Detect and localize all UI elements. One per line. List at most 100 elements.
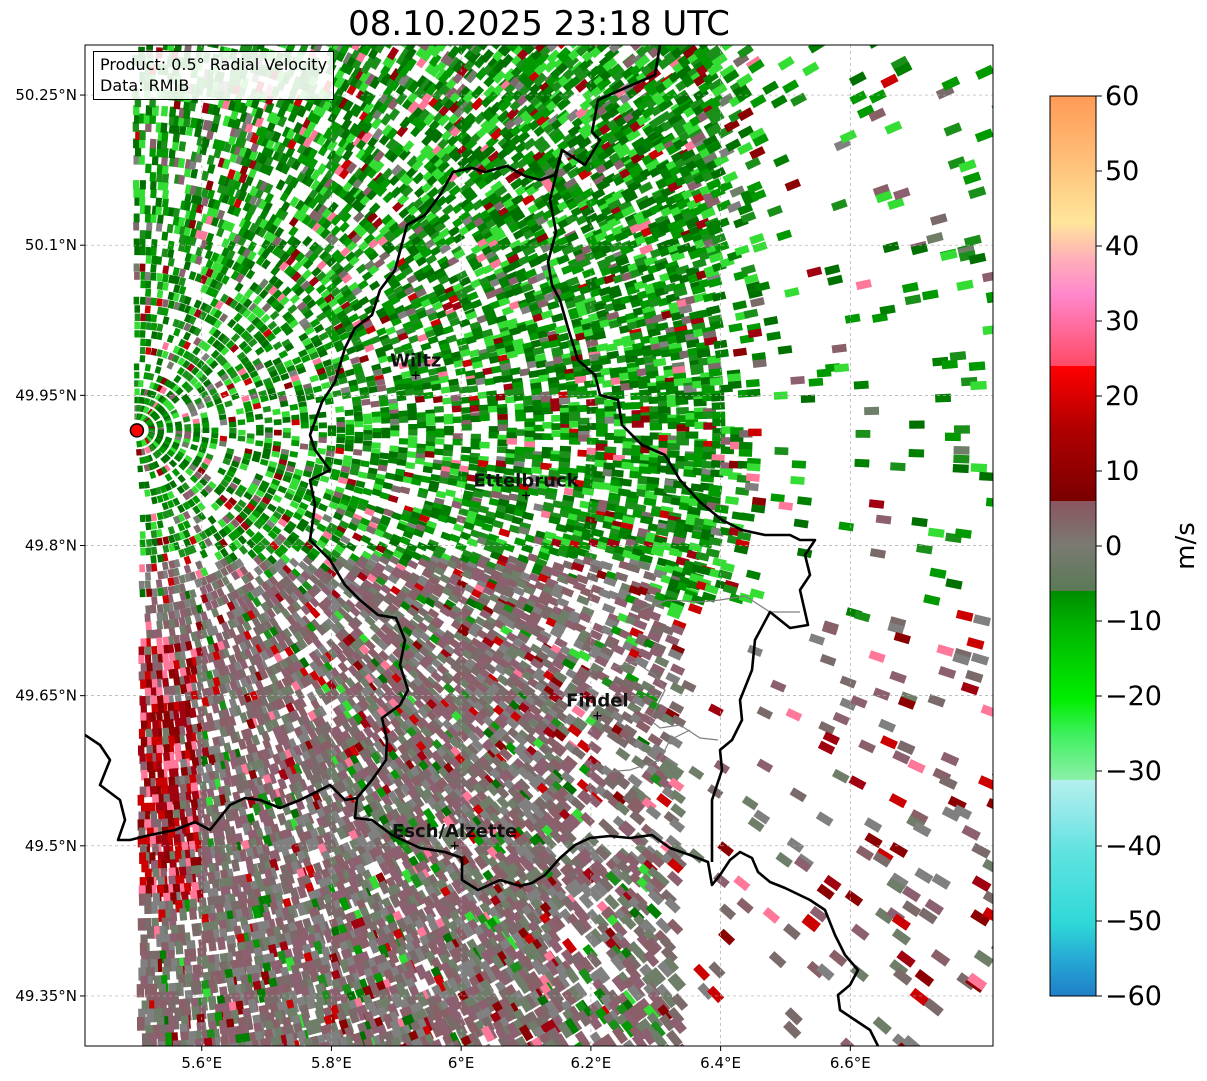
echo-gate [145, 538, 153, 547]
echo-gate [332, 511, 344, 521]
echo-gate [183, 322, 192, 332]
echo-gate [183, 538, 192, 548]
echo-gate [207, 643, 216, 655]
echo-gate [298, 501, 309, 511]
echo-gate [288, 482, 299, 491]
echo-gate [203, 395, 212, 404]
echo-gate [183, 167, 192, 178]
echo-gate [245, 502, 256, 512]
echo-gate [133, 296, 140, 305]
echo-gate [290, 282, 302, 294]
echo-gate [284, 509, 294, 519]
echo-gate [145, 230, 152, 240]
echo-gate [370, 452, 380, 460]
echo-gate [217, 467, 227, 476]
echo-gate [243, 517, 254, 528]
echo-gate [396, 458, 407, 467]
echo-gate [222, 525, 232, 535]
echo-gate [226, 522, 236, 532]
echo-gate [251, 397, 260, 405]
echo-gate [261, 259, 271, 270]
echo-gate [267, 503, 277, 513]
echo-gate [372, 368, 383, 377]
echo-gate [398, 410, 409, 418]
echo-gate [379, 452, 390, 460]
echo-gate [136, 449, 142, 456]
echo-gate [145, 563, 153, 573]
echo-gate [344, 409, 354, 417]
echo-gate [300, 570, 311, 582]
echo-gate [160, 669, 168, 680]
echo-gate [167, 300, 175, 309]
echo-gate [195, 220, 204, 231]
echo-gate [242, 219, 252, 231]
echo-gate [299, 480, 309, 489]
echo-gate [173, 643, 182, 653]
echo-gate [273, 429, 282, 436]
echo-gate [265, 519, 276, 529]
echo-gate [388, 312, 400, 322]
echo-gate [144, 613, 151, 623]
echo-gate [345, 424, 355, 431]
echo-gate [138, 155, 145, 165]
echo-gate [315, 579, 327, 591]
echo-gate [238, 305, 248, 316]
echo-gate [284, 636, 295, 648]
echo-gate [400, 370, 412, 379]
echo-gate [393, 474, 404, 483]
echo-gate [333, 528, 345, 539]
echo-gate [171, 384, 181, 393]
echo-gate [396, 522, 408, 532]
echo-gate [161, 231, 169, 241]
echo-gate [156, 511, 164, 521]
echo-gate [285, 465, 295, 473]
echo-gate [173, 684, 181, 696]
echo-gate [218, 528, 228, 538]
echo-gate [293, 384, 304, 393]
echo-gate [235, 408, 245, 415]
echo-gate [378, 394, 389, 402]
echo-gate [194, 45, 204, 46]
echo-gate [184, 615, 193, 626]
echo-gate [479, 414, 490, 422]
echo-gate [261, 302, 272, 313]
echo-gate [348, 379, 358, 388]
echo-gate [338, 331, 350, 342]
echo-gate [281, 338, 292, 348]
echo-gate [217, 174, 227, 186]
echo-gate [163, 661, 171, 672]
echo-gate [258, 500, 268, 510]
echo-gate [156, 272, 163, 282]
echo-gate [318, 422, 327, 429]
echo-gate [318, 535, 330, 545]
echo-gate [408, 423, 418, 431]
echo-gate [290, 248, 301, 260]
echo-gate [196, 672, 205, 683]
echo-gate [287, 581, 299, 593]
echo-gate [182, 360, 191, 369]
echo-gate [248, 498, 259, 508]
echo-gate [407, 413, 418, 421]
echo-gate [232, 476, 242, 486]
echo-gate [374, 505, 386, 515]
echo-gate [232, 375, 242, 385]
echo-gate [361, 270, 373, 282]
echo-gate [291, 356, 302, 365]
echo-gate [382, 531, 394, 541]
echo-gate [182, 340, 192, 350]
echo-gate [184, 691, 193, 702]
echo-gate [220, 479, 230, 488]
echo-gate [604, 446, 617, 454]
echo-gate [250, 534, 261, 545]
echo-gate [159, 386, 168, 395]
echo-gate [151, 440, 160, 449]
echo-gate [184, 384, 194, 394]
echo-gate [184, 192, 192, 203]
echo-gate [282, 311, 293, 321]
echo-gate [341, 273, 353, 284]
echo-gate [139, 564, 146, 573]
echo-gate [172, 497, 181, 507]
echo-gate [381, 366, 392, 375]
echo-gate [188, 315, 197, 325]
echo-gate [348, 313, 360, 323]
